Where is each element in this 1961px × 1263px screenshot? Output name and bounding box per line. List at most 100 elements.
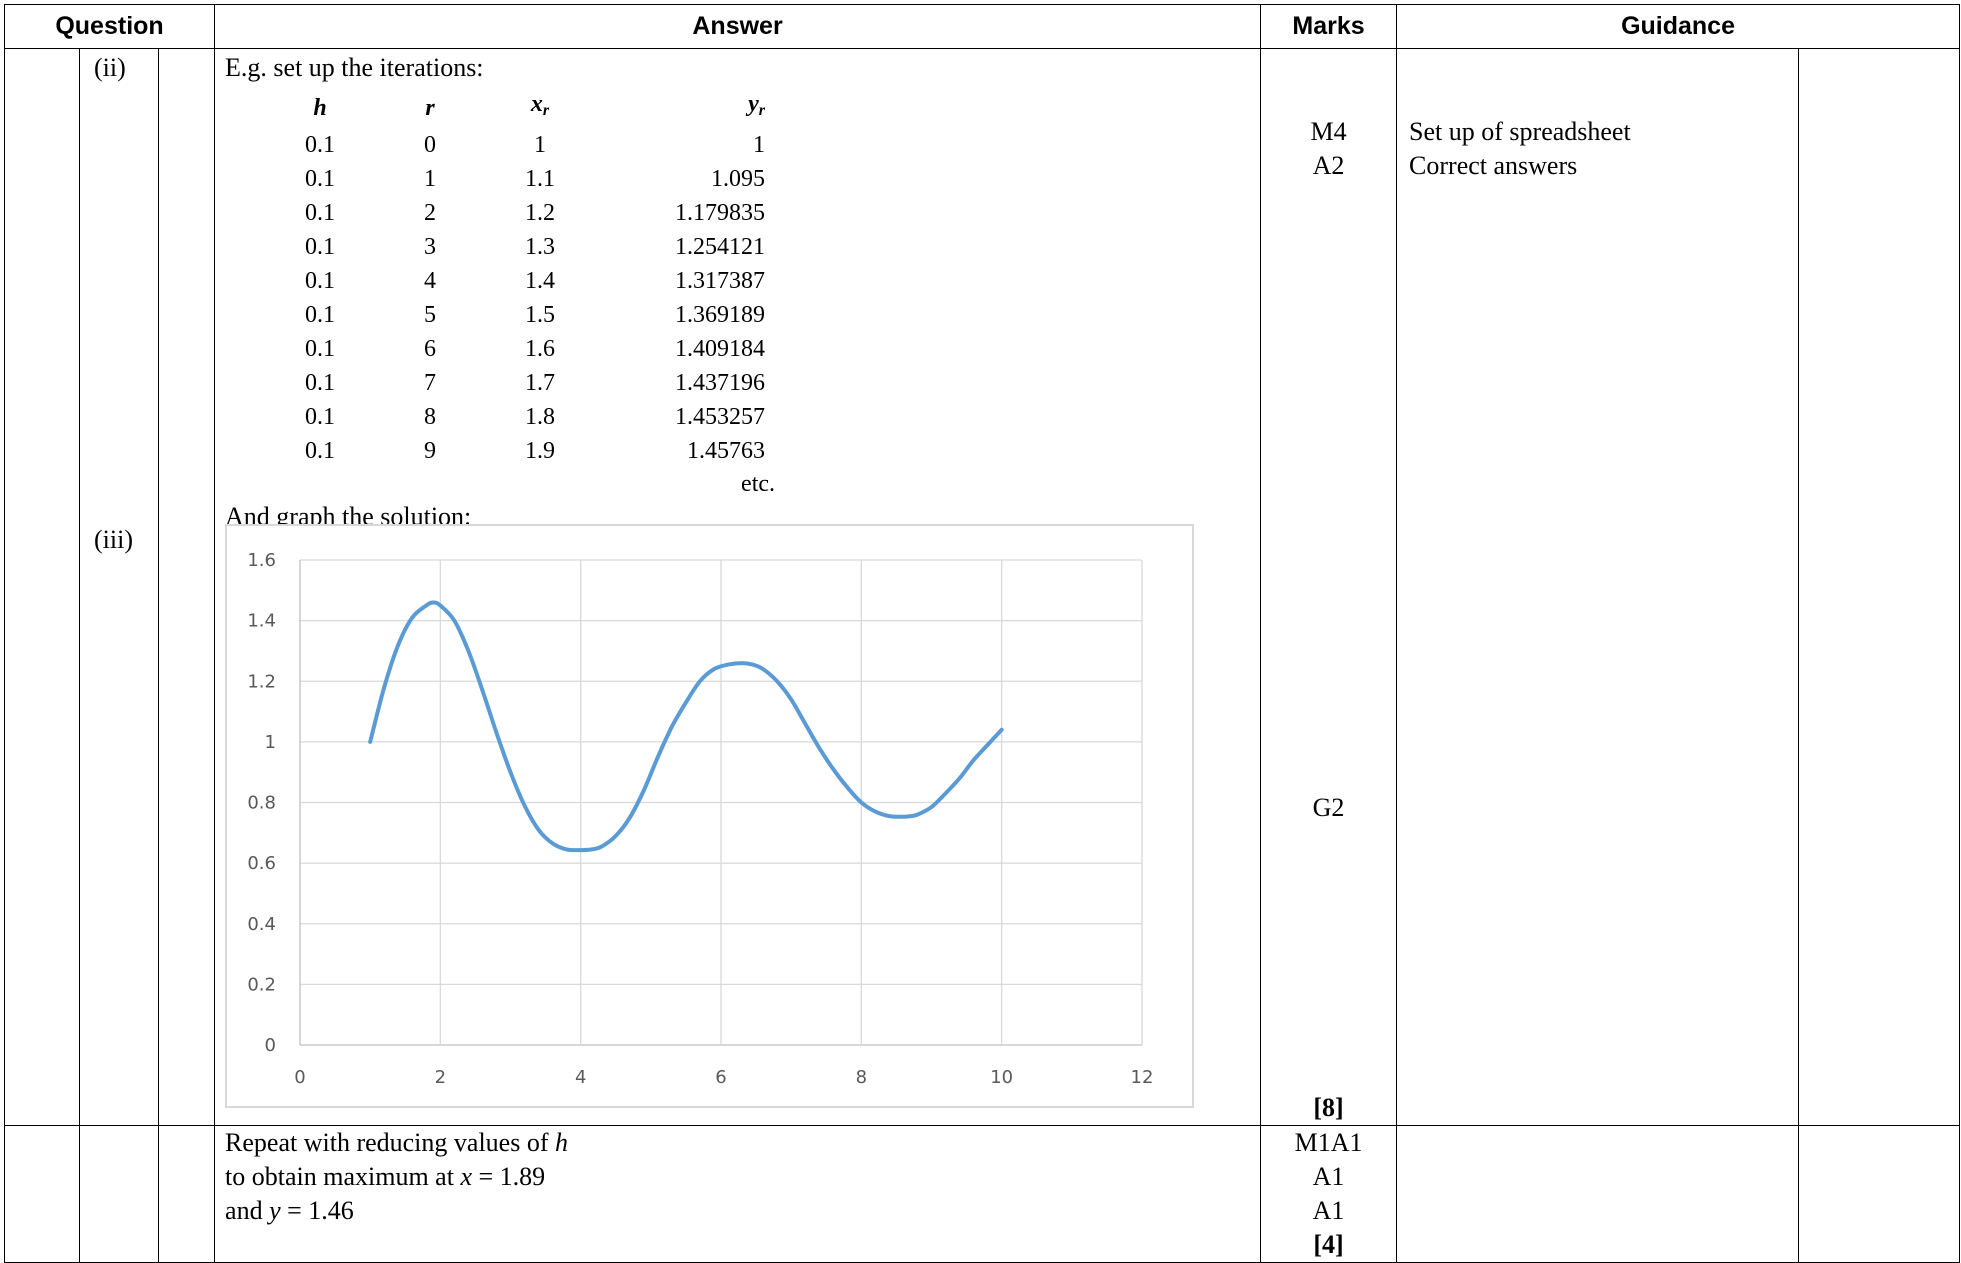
iterations-table: h r xr yr 0.1 0 1 1 0.1 1 1.1 1.095 0.1 2 1.2 1.179… [265,87,765,468]
iter-x-cell: 1.8 [525,404,556,430]
part-cell: (ii) (iii) [79,48,159,1126]
iter-r-cell: 5 [424,302,437,328]
mark-a1-second: A1 [1312,1196,1345,1225]
y-tick-label: 0.8 [247,793,276,814]
iter-r-cell: 1 [424,166,437,192]
answer-line-1: Repeat with reducing values of h [225,1126,1260,1160]
iter-h-cell: 0.1 [305,370,336,396]
x-tick-label: 0 [294,1067,305,1088]
col-x-header: xr [485,87,595,128]
x-tick-label: 8 [856,1067,867,1088]
y-tick-label: 1 [265,732,276,753]
iter-x-cell: 1 [534,132,547,158]
iteration-row: 0.1 9 1.9 1.45763 [265,434,765,468]
iter-x-cell: 1.2 [525,200,556,226]
marks-cell-2: M1A1 A1 A1 [4] [1260,1125,1398,1263]
iter-h-cell: 0.1 [305,166,336,192]
answer-line-2-post: = 1.89 [472,1162,546,1191]
subpart-cell [157,48,216,1126]
iter-r-cell: 2 [424,200,437,226]
guidance-cell: Set up of spreadsheet Correct answers [1396,48,1800,1126]
col-x-header-text: x [530,91,543,117]
iter-h-cell: 0.1 [305,200,336,226]
mark-g2: G2 [1312,793,1345,822]
x-tick-label: 10 [990,1067,1013,1088]
iter-y-cell: 1.453257 [675,404,766,430]
solution-chart: 0 0.2 0.4 0.6 0.8 1 1.2 1.4 1.6 0 2 4 6 8 10 12 [225,524,1194,1108]
iter-h-cell: 0.1 [305,268,336,294]
iter-y-cell: 1 [753,132,766,158]
iter-x-cell: 1.4 [525,268,556,294]
iter-h-cell: 0.1 [305,438,336,464]
iterations-intro: E.g. set up the iterations: [225,53,484,82]
iter-x-cell: 1.9 [525,438,556,464]
iter-r-cell: 8 [424,404,437,430]
x-tick-label: 2 [435,1067,446,1088]
x-tick-label: 12 [1131,1067,1154,1088]
iter-x-cell: 1.3 [525,234,556,260]
guidance-extra-cell-2 [1798,1125,1961,1263]
iter-y-cell: 1.254121 [675,234,766,260]
header-question: Question [3,4,216,49]
col-y-header-subscript: r [758,102,766,119]
iter-r-cell: 9 [424,438,437,464]
header-answer: Answer [214,4,1262,49]
iter-h-cell: 0.1 [305,302,336,328]
header-guidance: Guidance [1396,4,1961,49]
solution-chart-svg: 0 0.2 0.4 0.6 0.8 1 1.2 1.4 1.6 0 2 4 6 8 10 12 [247,550,1154,1088]
col-y-header: yr [595,87,765,128]
answer-line-3: and y = 1.46 [225,1194,1260,1228]
iter-r-cell: 6 [424,336,437,362]
part-label-ii: (ii) [94,53,126,82]
iteration-row: 0.1 7 1.7 1.437196 [265,366,765,400]
subpart-cell-2 [157,1125,216,1263]
guidance-correct: Correct answers [1409,151,1578,180]
mark-m4: M4 [1310,117,1347,146]
answer-line-3-post: = 1.46 [280,1196,354,1225]
iter-r-cell: 7 [424,370,437,396]
iteration-row: 0.1 5 1.5 1.369189 [265,298,765,332]
series-line [368,600,1004,853]
iter-r-cell: 0 [424,132,437,158]
y-tick-label: 0.2 [247,974,276,995]
iter-h-cell: 0.1 [305,234,336,260]
iter-r-cell: 4 [424,268,437,294]
iter-y-cell: 1.409184 [675,336,766,362]
col-x-header-subscript: r [542,102,550,119]
x-tick-label: 4 [575,1067,586,1088]
iter-r-cell: 3 [424,234,437,260]
col-y-header-text: y [748,91,759,117]
mark-total-4: [4] [1313,1230,1344,1259]
y-tick-label: 1.4 [247,611,276,632]
iteration-row: 0.1 2 1.2 1.179835 [265,196,765,230]
guidance-cell-2 [1396,1125,1800,1263]
iter-y-cell: 1.179835 [675,200,766,226]
y-tick-label: 0 [265,1035,276,1056]
question-number-cell [4,48,80,1126]
col-h-header: h [313,94,327,121]
answer-line-2-pre: to obtain maximum at [225,1162,461,1191]
iter-h-cell: 0.1 [305,404,336,430]
col-r-header: r [425,94,435,121]
iter-x-cell: 1.7 [525,370,556,396]
answer-row-2: Repeat with reducing values of h to obta… [4,1125,1961,1263]
answer-line-2-var: x [460,1162,472,1191]
marks-cell: M4 A2 G2 [8] [1260,48,1398,1126]
answer-line-1-var: h [554,1128,568,1157]
answer-line-2: to obtain maximum at x = 1.89 [225,1160,1260,1194]
x-tick-label: 6 [715,1067,726,1088]
mark-a2: A2 [1312,151,1345,180]
iter-y-cell: 1.369189 [675,302,766,328]
question-number-cell-2 [4,1125,80,1263]
mark-a1-first: A1 [1312,1162,1345,1191]
y-tick-label: 0.6 [247,853,276,874]
iter-h-cell: 0.1 [305,336,336,362]
iterations-body: 0.1 0 1 1 0.1 1 1.1 1.095 0.1 2 1.2 1.179835 0.1 3 1.3… [265,128,765,468]
iter-x-cell: 1.6 [525,336,556,362]
guidance-setup: Set up of spreadsheet [1409,117,1631,146]
header-marks: Marks [1260,4,1398,49]
iterations-header-row: h r xr yr [265,87,765,128]
iter-x-cell: 1.5 [525,302,556,328]
iteration-row: 0.1 0 1 1 [265,128,765,162]
iteration-row: 0.1 3 1.3 1.254121 [265,230,765,264]
